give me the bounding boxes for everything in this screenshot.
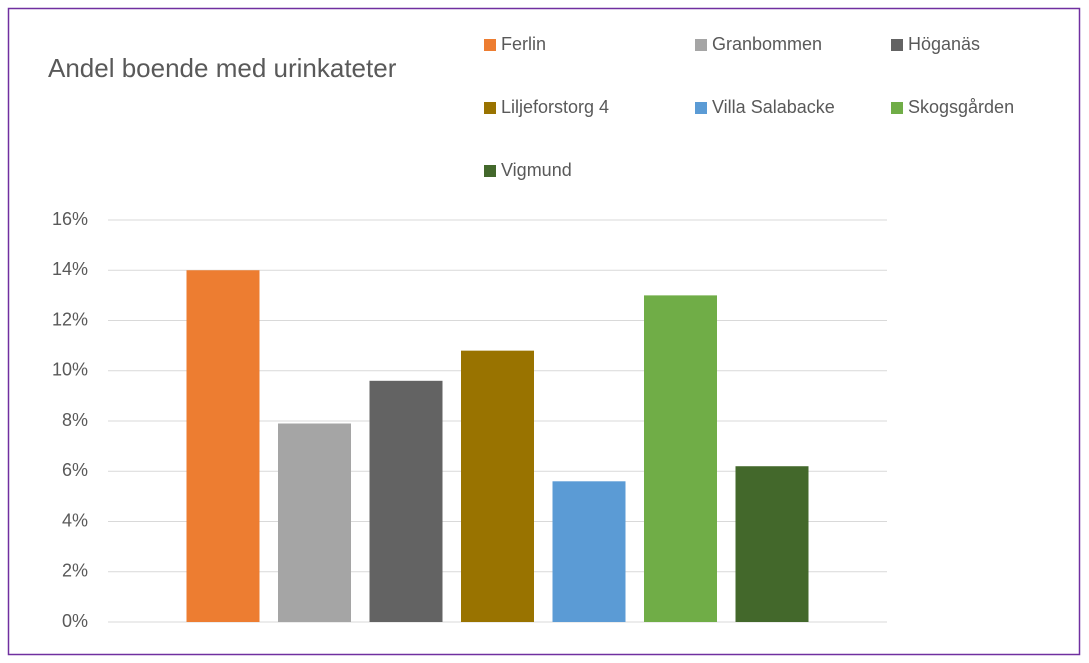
y-tick-label: 2%	[62, 561, 88, 581]
bar	[644, 295, 717, 622]
legend-swatch	[484, 39, 496, 51]
y-tick-label: 4%	[62, 510, 88, 530]
legend-label: Skogsgården	[908, 97, 1014, 117]
bar	[186, 270, 260, 622]
bar	[461, 350, 534, 622]
legend-label: Ferlin	[501, 34, 546, 54]
bar	[735, 466, 809, 622]
legend-label: Höganäs	[908, 34, 980, 54]
legend-swatch	[484, 102, 496, 114]
y-tick-label: 14%	[52, 259, 88, 279]
y-tick-label: 0%	[62, 611, 88, 631]
legend-label: Granbommen	[712, 34, 822, 54]
legend-swatch	[891, 102, 903, 114]
bar	[278, 423, 351, 622]
legend-swatch	[891, 39, 903, 51]
legend-swatch	[484, 165, 496, 177]
y-tick-label: 6%	[62, 460, 88, 480]
legend-label: Liljeforstorg 4	[501, 97, 609, 117]
legend-label: Villa Salabacke	[712, 97, 835, 117]
legend-label: Vigmund	[501, 160, 572, 180]
chart-title: Andel boende med urinkateter	[48, 53, 397, 83]
bar	[369, 380, 443, 622]
y-tick-label: 10%	[52, 360, 88, 380]
y-tick-label: 16%	[52, 209, 88, 229]
y-tick-label: 8%	[62, 410, 88, 430]
legend-swatch	[695, 102, 707, 114]
bar	[552, 481, 626, 622]
y-tick-label: 12%	[52, 309, 88, 329]
legend-swatch	[695, 39, 707, 51]
